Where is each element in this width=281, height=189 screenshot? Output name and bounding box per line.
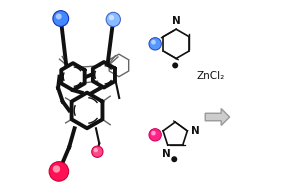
Circle shape [149, 129, 161, 141]
Circle shape [49, 162, 69, 181]
Circle shape [92, 146, 103, 157]
Circle shape [53, 165, 60, 173]
Circle shape [56, 13, 62, 19]
Circle shape [151, 131, 156, 136]
Circle shape [171, 156, 177, 162]
Circle shape [149, 38, 161, 50]
Circle shape [172, 62, 178, 68]
Circle shape [109, 15, 114, 20]
FancyArrow shape [205, 108, 230, 125]
Circle shape [94, 148, 98, 152]
Circle shape [106, 12, 121, 27]
Text: N: N [191, 126, 200, 136]
Circle shape [151, 40, 156, 44]
Circle shape [53, 11, 69, 26]
Text: ZnCl₂: ZnCl₂ [197, 71, 225, 81]
Text: N: N [162, 149, 171, 159]
Text: N: N [172, 16, 180, 26]
